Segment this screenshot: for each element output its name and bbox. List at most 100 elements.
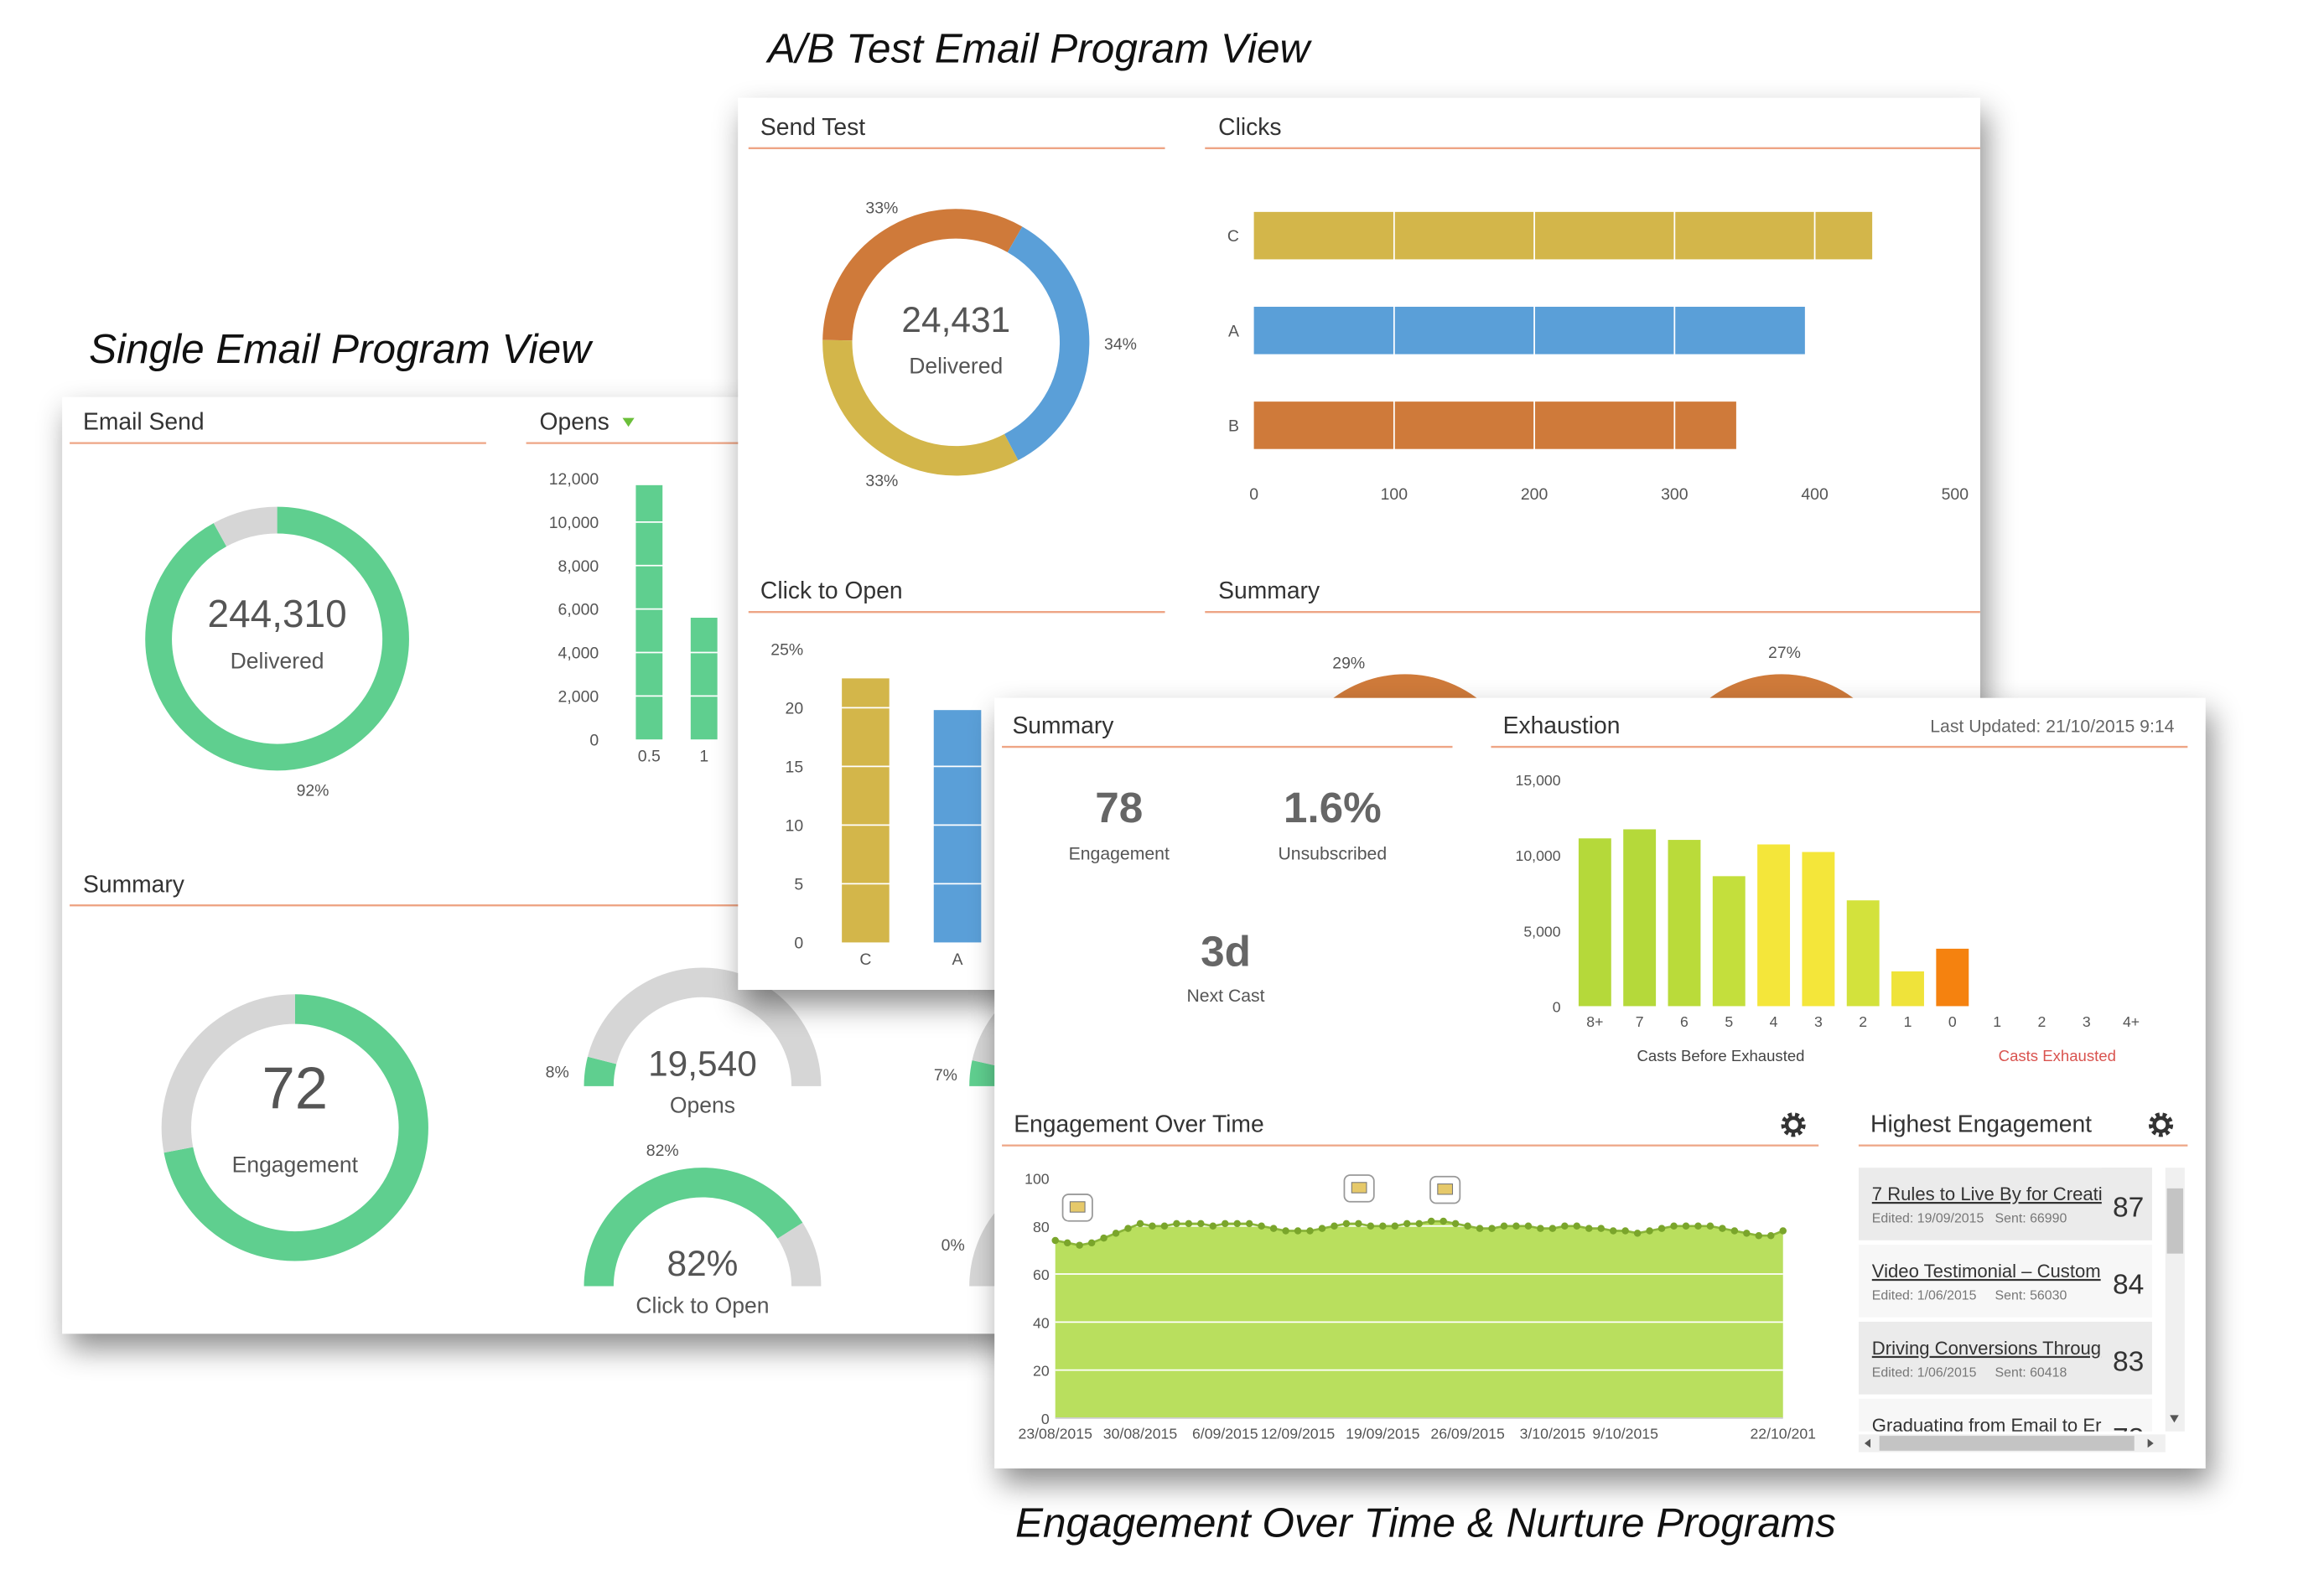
point	[1415, 1220, 1423, 1228]
bar	[933, 710, 982, 943]
point	[1767, 1231, 1775, 1240]
value-label: 29%	[1332, 654, 1365, 672]
h-scrollbar-thumb[interactable]	[1879, 1436, 2135, 1451]
y-tick-label: 0	[794, 934, 803, 952]
point	[1500, 1222, 1508, 1230]
settings-icon[interactable]	[1781, 1112, 1806, 1137]
item-title[interactable]: Driving Conversions Throug	[1872, 1338, 2101, 1359]
x-tick-label: 5	[1725, 1013, 1733, 1030]
y-tick-label: 8,000	[558, 557, 599, 576]
score-flag	[2151, 1168, 2152, 1238]
bar	[1802, 852, 1835, 1007]
score-flag	[2151, 1398, 2152, 1432]
panel-title: Opens	[540, 408, 610, 435]
point	[1609, 1227, 1617, 1235]
point	[1258, 1222, 1265, 1230]
item-title[interactable]: Graduating from Email to Er	[1872, 1415, 2102, 1436]
bar	[635, 484, 663, 740]
point	[1160, 1222, 1169, 1230]
x-tick-label: 6/09/2015	[1192, 1426, 1258, 1442]
y-tick-label: 40	[1033, 1314, 1050, 1331]
panel-title: Email Send	[83, 408, 205, 435]
arc-segment	[145, 506, 409, 771]
point	[1779, 1227, 1787, 1235]
bar	[842, 678, 890, 943]
sort-indicator	[622, 417, 635, 427]
center-label: Opens	[670, 1093, 735, 1118]
x-tick-label: 1	[1993, 1013, 2001, 1030]
arc-segment	[163, 994, 428, 1261]
y-tick-label: 15	[786, 758, 804, 776]
caption: Single Email Program View	[89, 326, 594, 372]
bar	[1253, 401, 1736, 449]
annotation-glyph	[1437, 1183, 1454, 1195]
scrollbar-thumb[interactable]	[2166, 1188, 2184, 1254]
point	[1597, 1225, 1605, 1232]
point	[1621, 1227, 1629, 1235]
bar	[1757, 844, 1791, 1007]
x-tick-label: 26/09/2015	[1430, 1426, 1505, 1442]
bar	[1253, 211, 1873, 260]
point	[1682, 1222, 1690, 1230]
x-tick-label: 6	[1680, 1013, 1689, 1030]
point	[1694, 1222, 1702, 1230]
y-tick-label: 0	[1553, 998, 1561, 1015]
center-value: 244,310	[208, 592, 347, 635]
bar	[1936, 948, 1969, 1007]
point	[1331, 1222, 1338, 1230]
x-tick-label: 22/10/201	[1750, 1426, 1816, 1442]
settings-icon[interactable]	[2148, 1112, 2174, 1137]
point	[1573, 1222, 1581, 1230]
panel-title: Summary	[1218, 577, 1320, 603]
x-tick-label: 3/10/2015	[1520, 1426, 1586, 1442]
nurture-panel: Summary 78 Engagement 1.6% Unsubscribed 3d Nex…	[994, 697, 2206, 1468]
score-bg	[2101, 1245, 2152, 1318]
item-sent: Sent: 56030	[1995, 1288, 2067, 1303]
value-label: 33%	[865, 199, 898, 218]
x-tick-label: 12/09/2015	[1261, 1426, 1336, 1442]
item-title[interactable]: Video Testimonial – Custom	[1872, 1261, 2101, 1282]
point	[1149, 1222, 1156, 1230]
bar	[1846, 900, 1880, 1007]
point	[1427, 1217, 1435, 1225]
item-sent: Sent: 60418	[1995, 1365, 2067, 1380]
point	[1173, 1220, 1180, 1228]
y-tick-label: 10	[786, 816, 804, 835]
arc-segment	[777, 1222, 822, 1287]
y-tick-label: 5,000	[1523, 923, 1560, 940]
y-tick-label: 80	[1033, 1219, 1050, 1235]
y-tick-label: B	[1228, 417, 1239, 435]
item-title[interactable]: 7 Rules to Live By for Creatii	[1872, 1183, 2107, 1204]
point	[1355, 1220, 1362, 1228]
center-value: 19,540	[648, 1044, 757, 1084]
score-bg	[2101, 1398, 2152, 1432]
center-label: Delivered	[231, 648, 324, 673]
point	[1585, 1225, 1593, 1232]
x-tick-label: 2	[1859, 1013, 1867, 1030]
point	[1440, 1217, 1447, 1225]
x-tick-label: 400	[1801, 485, 1829, 504]
gear-ring	[1784, 1116, 1803, 1134]
point	[1379, 1222, 1387, 1230]
annotation-glyph	[1069, 1201, 1086, 1213]
y-tick-label: 0	[1041, 1411, 1050, 1427]
annotation-glyph	[1351, 1182, 1367, 1194]
point	[1245, 1220, 1253, 1228]
point	[1269, 1225, 1278, 1232]
x-tick-label: 19/09/2015	[1346, 1426, 1420, 1442]
last-updated: Last Updated: 21/10/2015 9:14	[1930, 717, 2174, 736]
item-score: 84	[2113, 1269, 2144, 1300]
x-tick-label: 30/08/2015	[1103, 1426, 1178, 1442]
score-flag	[2151, 1245, 2152, 1315]
x-tick-label: 1	[1904, 1013, 1912, 1030]
point	[1561, 1222, 1569, 1230]
y-tick-label: 20	[1033, 1363, 1050, 1380]
x-tick-label: 300	[1661, 485, 1689, 504]
y-tick-label: A	[1228, 322, 1239, 340]
point	[1755, 1231, 1763, 1240]
gear-teeth	[1781, 1112, 1806, 1137]
scroll-down[interactable]	[2170, 1415, 2179, 1423]
value-label: 92%	[297, 781, 329, 800]
